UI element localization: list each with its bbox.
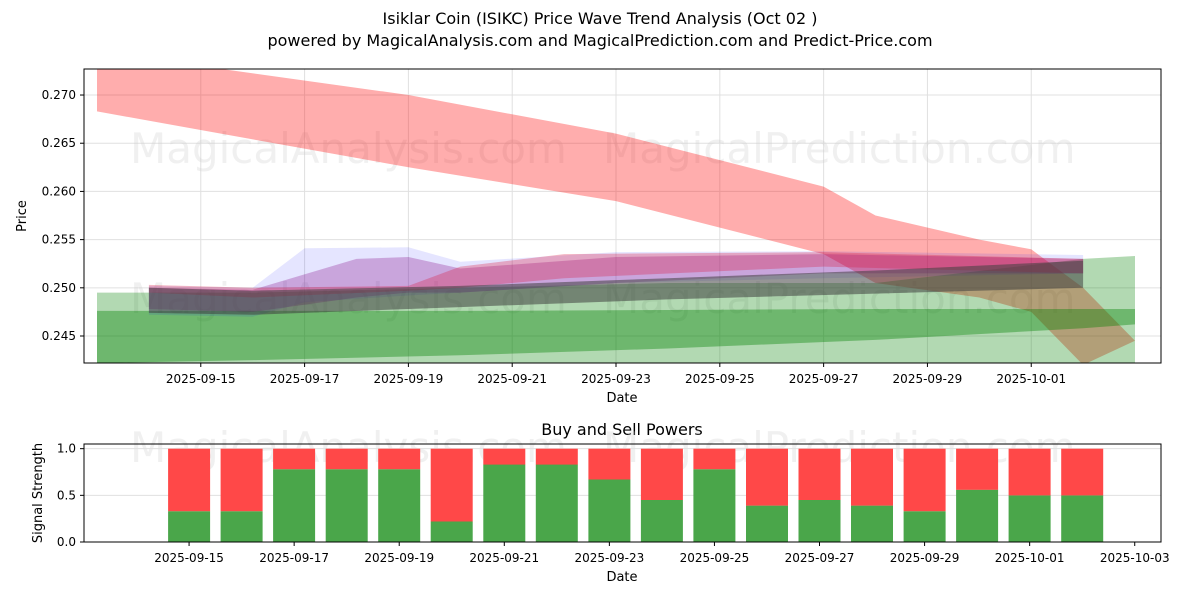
buy-bar bbox=[273, 469, 316, 542]
price-xtick-label: 2025-09-29 bbox=[893, 372, 963, 386]
signal-xtick-label: 2025-09-19 bbox=[364, 551, 434, 565]
signal-xtick-label: 2025-09-27 bbox=[785, 551, 855, 565]
buy-bar bbox=[1008, 495, 1051, 542]
signal-axes: 0.0 0.5 1.0 2025-09-15 2025-09-17 2025-09-19 2… bbox=[57, 442, 1170, 565]
sell-bar bbox=[746, 448, 788, 506]
sell-bar bbox=[430, 448, 473, 522]
signal-x-label: Date bbox=[606, 570, 637, 585]
price-xtick-label: 2025-09-23 bbox=[581, 372, 651, 386]
price-bands bbox=[97, 69, 1135, 363]
price-y-label: Price bbox=[15, 200, 30, 232]
buy-bar bbox=[640, 500, 683, 542]
sell-bar bbox=[1008, 448, 1051, 496]
signal-xtick-label: 2025-09-21 bbox=[469, 551, 539, 565]
price-xtick-label: 2025-09-19 bbox=[374, 372, 444, 386]
green-dark-band bbox=[97, 309, 1135, 363]
signal-ytick-label: 0.5 bbox=[57, 488, 76, 502]
signal-bars bbox=[168, 448, 1104, 542]
signal-xtick-label: 2025-09-23 bbox=[574, 551, 644, 565]
price-x-label: Date bbox=[606, 391, 637, 406]
signal-plot-frame bbox=[83, 443, 1162, 543]
buy-bar bbox=[378, 469, 421, 542]
chart-title: Isiklar Coin (ISIKC) Price Wave Trend An… bbox=[382, 9, 818, 28]
signal-xtick-label: 2025-09-17 bbox=[259, 551, 329, 565]
buy-bar bbox=[430, 521, 473, 542]
buy-bar bbox=[798, 500, 841, 542]
price-xtick-label: 2025-09-15 bbox=[166, 372, 236, 386]
signal-y-label: Signal Strength bbox=[31, 443, 46, 543]
sell-bar bbox=[483, 448, 526, 465]
price-ytick-label: 0.260 bbox=[42, 184, 76, 198]
dark-gray-band bbox=[148, 260, 1084, 315]
signal-ytick-label: 1.0 bbox=[57, 442, 76, 456]
sell-bar bbox=[903, 448, 946, 512]
price-xtick-label: 2025-10-01 bbox=[996, 372, 1066, 386]
sell-bar bbox=[640, 448, 683, 500]
signal-xtick-label: 2025-09-25 bbox=[680, 551, 750, 565]
signal-xtick-label: 2025-09-29 bbox=[890, 551, 960, 565]
watermark-analysis-top: MagicalAnalysis.com bbox=[130, 124, 567, 173]
sell-bar bbox=[693, 448, 736, 470]
sell-bar bbox=[220, 448, 263, 512]
sell-bar bbox=[325, 448, 368, 470]
buy-bar bbox=[588, 479, 631, 542]
price-plot-frame bbox=[83, 68, 1162, 364]
buy-bar bbox=[746, 505, 788, 542]
price-ytick-label: 0.265 bbox=[42, 136, 76, 150]
green-wide-band bbox=[97, 256, 1135, 363]
buy-bar bbox=[220, 511, 263, 542]
sell-bar bbox=[588, 448, 631, 480]
sell-bar bbox=[168, 448, 211, 512]
buy-bar bbox=[956, 489, 999, 542]
signal-xtick-label: 2025-10-01 bbox=[995, 551, 1065, 565]
crimson-band bbox=[148, 252, 1084, 298]
price-axes: 0.245 0.250 0.255 0.260 0.265 0.270 2025-09-15… bbox=[42, 88, 1066, 386]
buy-bar bbox=[325, 469, 368, 542]
signal-ytick-label: 0.0 bbox=[57, 535, 76, 549]
price-xtick-label: 2025-09-17 bbox=[270, 372, 340, 386]
buy-bar bbox=[535, 464, 578, 542]
price-xtick-label: 2025-09-21 bbox=[477, 372, 547, 386]
sell-bar bbox=[378, 448, 421, 470]
buy-bar bbox=[1061, 495, 1104, 542]
price-ytick-label: 0.255 bbox=[42, 233, 76, 247]
red-upper-band bbox=[97, 69, 1135, 363]
price-ytick-label: 0.270 bbox=[42, 88, 76, 102]
price-ytick-label: 0.250 bbox=[42, 281, 76, 295]
chart-subtitle: powered by MagicalAnalysis.com and Magic… bbox=[267, 31, 933, 50]
sell-bar bbox=[535, 448, 578, 465]
signal-xtick-label: 2025-09-15 bbox=[154, 551, 224, 565]
sell-bar bbox=[1061, 448, 1104, 496]
buy-bar bbox=[851, 505, 893, 542]
watermark-prediction-top: MagicalPrediction.com bbox=[603, 124, 1076, 173]
buy-bar bbox=[903, 511, 946, 542]
price-xtick-label: 2025-09-27 bbox=[789, 372, 859, 386]
price-ytick-label: 0.245 bbox=[42, 329, 76, 343]
sell-bar bbox=[798, 448, 841, 500]
sell-bar bbox=[851, 448, 893, 506]
sell-bar bbox=[956, 448, 999, 490]
sell-bar bbox=[273, 448, 316, 470]
buy-bar bbox=[168, 511, 211, 542]
price-xtick-label: 2025-09-25 bbox=[685, 372, 755, 386]
buy-bar bbox=[483, 464, 526, 542]
signal-xtick-label: 2025-10-03 bbox=[1100, 551, 1170, 565]
bar-chart-title: Buy and Sell Powers bbox=[541, 420, 703, 439]
buy-bar bbox=[693, 469, 736, 542]
